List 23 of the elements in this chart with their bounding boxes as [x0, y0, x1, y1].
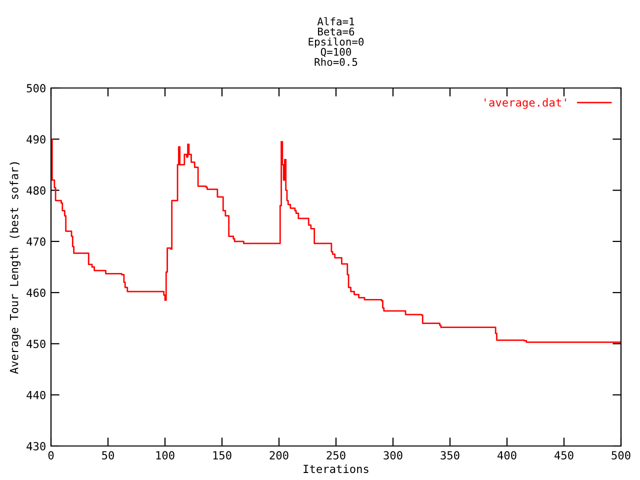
y-tick-label: 460	[26, 288, 46, 297]
x-tick-label: 150	[213, 451, 232, 460]
x-tick-label: 300	[384, 451, 402, 460]
y-axis-title: Average Tour Length (best sofar)	[10, 162, 21, 374]
x-tick-label: 450	[554, 451, 574, 460]
x-tick-label: 250	[326, 451, 346, 460]
x-tick-label: 200	[270, 451, 288, 460]
y-tick-label: 490	[26, 135, 46, 144]
x-tick-label: 100	[156, 451, 174, 460]
chart-title: Alfa=1 Beta=6 Epsilon=0 Q=100 Rho=0.5	[308, 17, 364, 66]
y-tick-label: 480	[26, 186, 46, 195]
x-tick-label: 350	[440, 451, 460, 460]
x-tick-label: 500	[612, 451, 630, 460]
y-tick-label: 440	[26, 390, 46, 400]
x-tick-label: 50	[102, 451, 114, 460]
y-tick-label: 470	[26, 237, 46, 246]
x-axis-title: Iterations	[304, 464, 368, 474]
y-tick-label: 500	[26, 84, 46, 92]
legend-label: 'average.dat'	[484, 98, 566, 109]
y-tick-label: 450	[26, 340, 46, 348]
x-tick-label: 0	[48, 451, 54, 460]
y-tick-label: 430	[26, 442, 46, 450]
x-tick-label: 400	[498, 451, 516, 460]
